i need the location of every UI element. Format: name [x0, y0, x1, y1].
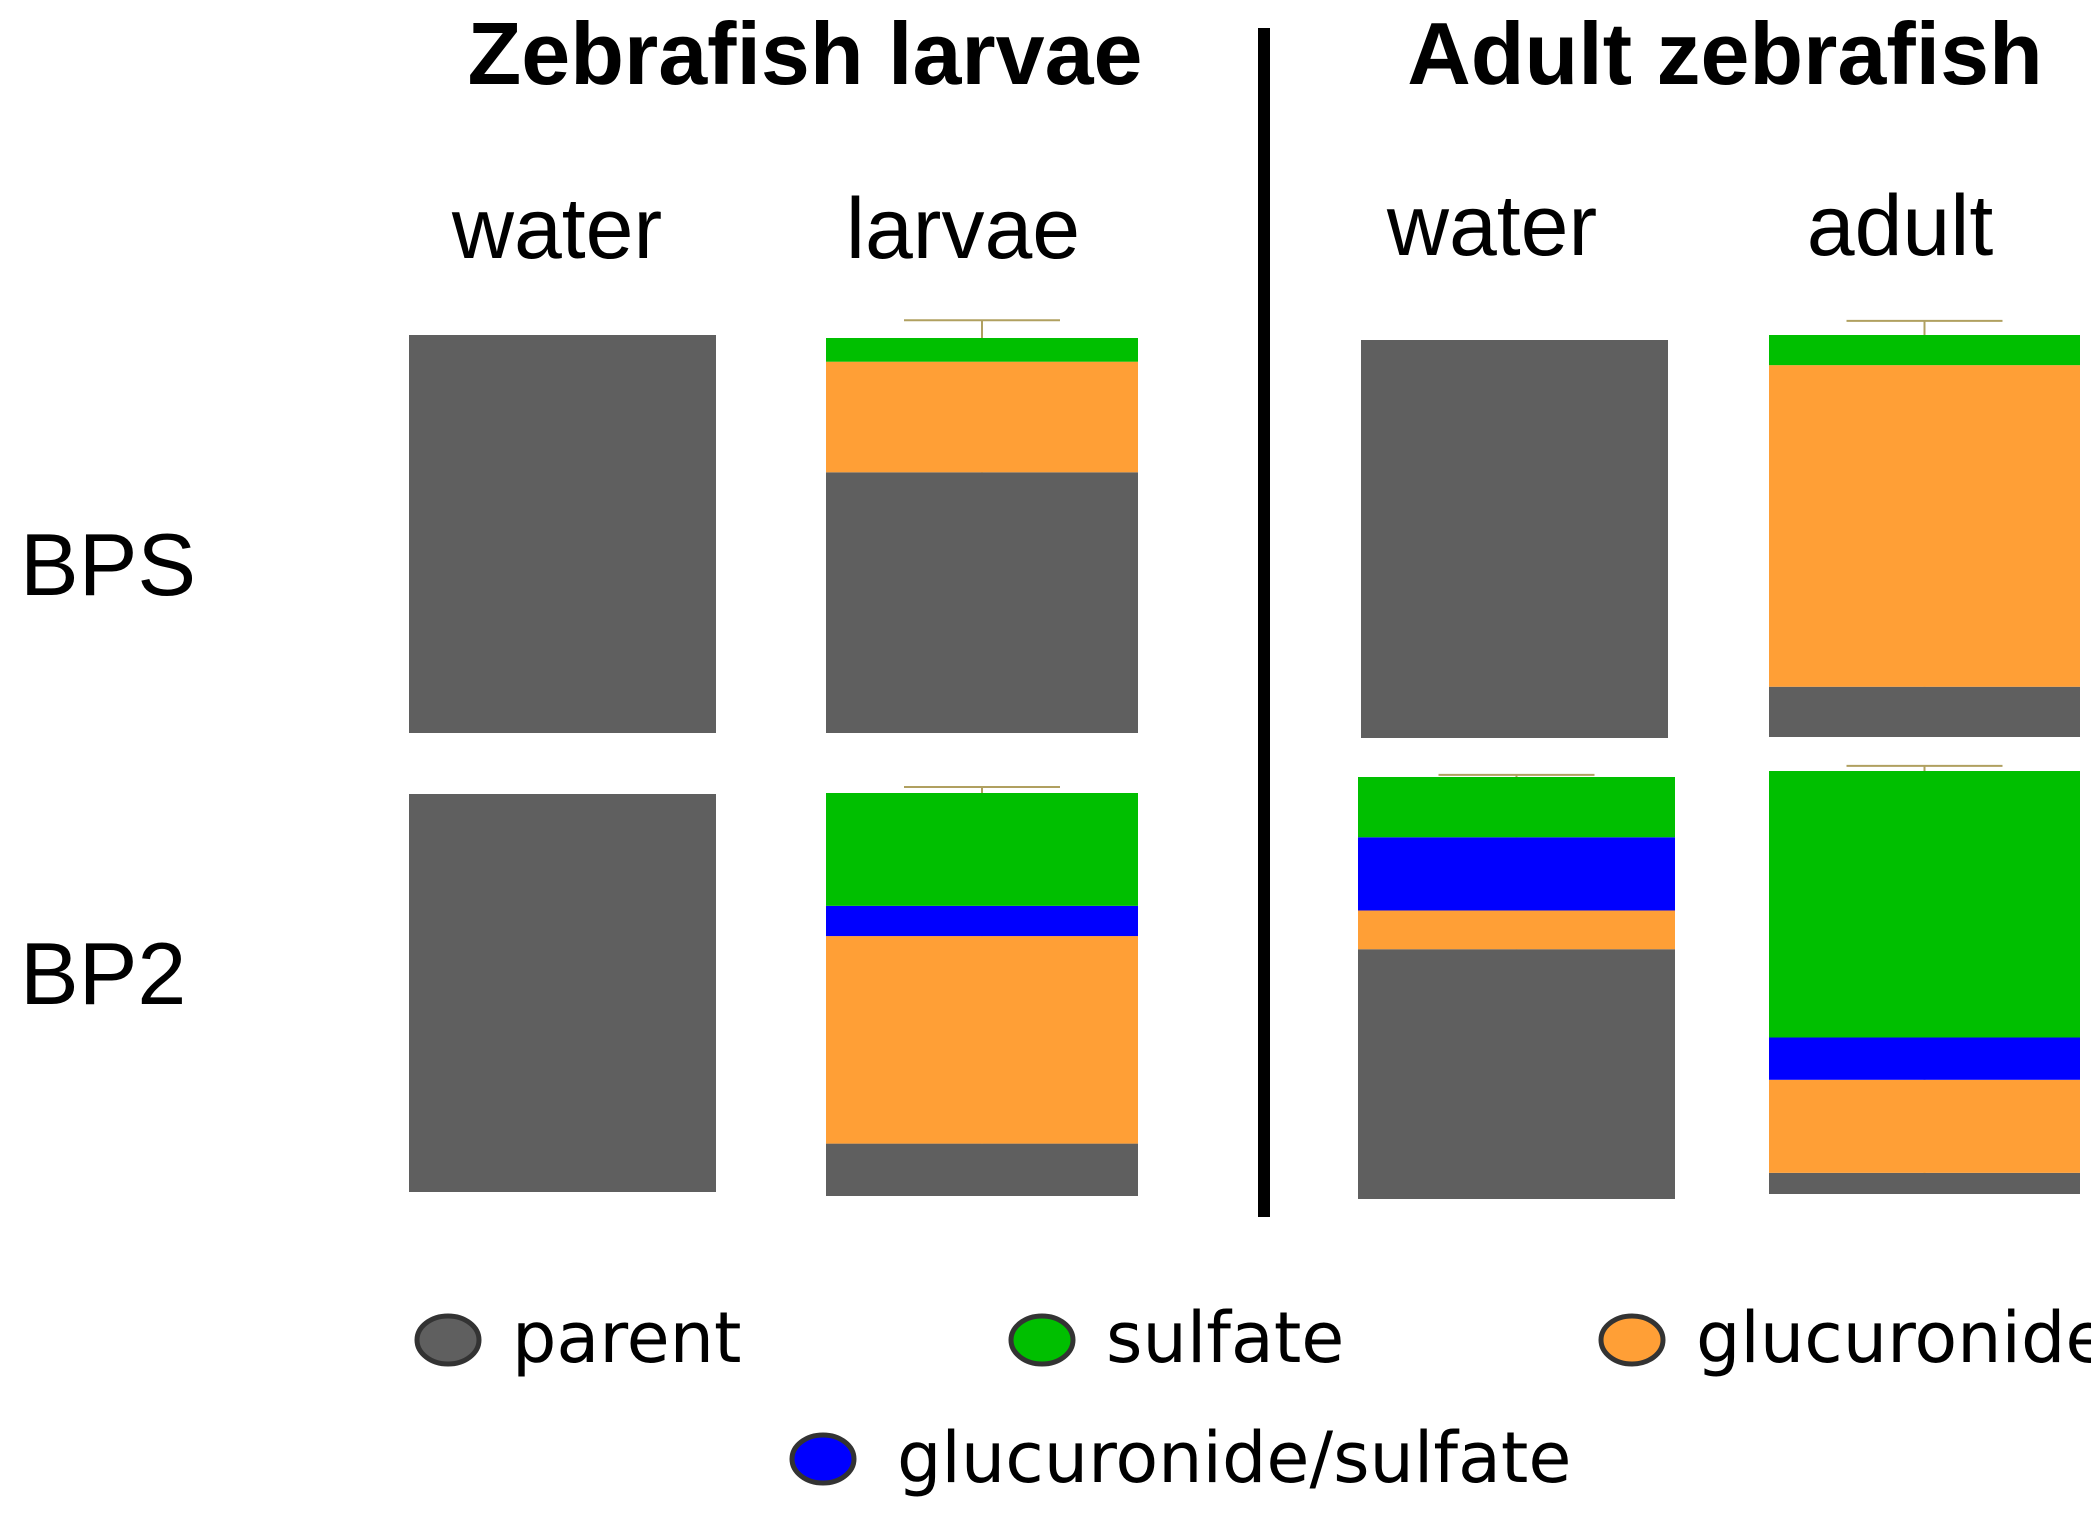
panel-title-adult: Adult zebrafish: [1407, 4, 2043, 103]
column-label-larvae: larvae: [846, 181, 1080, 277]
bar-segment-bps-larvae-p0-sulfate: [826, 338, 1138, 362]
bar-segment-bps-larvae-p0-parent: [826, 472, 1138, 733]
legend-swatch-sulfate: [1008, 1313, 1076, 1367]
column-label-larvae-water: water: [451, 181, 662, 277]
bar-segment-bp2-water-p1-glucuronide: [1358, 910, 1675, 950]
column-label-adult: adult: [1807, 178, 1994, 274]
legend-label-glucuronide: glucuronide: [1696, 1297, 2091, 1379]
bar-segment-bp2-water-p1-glucuronide-sulfate: [1358, 837, 1675, 911]
bar-segment-bp2-adult-p1-parent: [1769, 1172, 2080, 1194]
row-label-bp2: BP2: [20, 924, 186, 1023]
row-label-bps: BPS: [20, 515, 196, 614]
legend-label-sulfate: sulfate: [1106, 1297, 1344, 1379]
panel-title-larvae: Zebrafish larvae: [468, 4, 1143, 103]
bar-segment-bp2-larvae-p0-parent: [826, 1143, 1138, 1196]
bar-segment-bp2-adult-p1-glucuronide-sulfate: [1769, 1037, 2080, 1080]
bar-segment-bps-adult-p1-parent: [1769, 686, 2080, 737]
bar-segment-bps-water-p0-parent: [409, 335, 716, 733]
column-label-adult-water: water: [1386, 178, 1597, 274]
bar-segment-bp2-water-p1-sulfate: [1358, 777, 1675, 838]
bar-segment-bp2-water-p1-parent: [1358, 949, 1675, 1199]
bar-segment-bp2-adult-p1-glucuronide: [1769, 1079, 2080, 1173]
bar-segment-bps-water-p1-parent: [1361, 340, 1668, 738]
bar-segment-bp2-water-p0-parent: [409, 794, 716, 1192]
legend-label-parent: parent: [512, 1297, 741, 1379]
bar-segment-bps-adult-p1-glucuronide: [1769, 365, 2080, 687]
bar-segment-bp2-larvae-p0-glucuronide: [826, 936, 1138, 1144]
bar-segment-bps-adult-p1-sulfate: [1769, 335, 2080, 366]
bar-segment-bp2-adult-p1-sulfate: [1769, 771, 2080, 1038]
bar-segment-bps-larvae-p0-glucuronide: [826, 361, 1138, 473]
legend-label-glucuronide-sulfate: glucuronide/sulfate: [897, 1417, 1571, 1499]
legend-swatch-glucuronide: [1598, 1313, 1666, 1367]
legend-swatch-glucuronide-sulfate: [789, 1432, 857, 1486]
bar-segment-bp2-larvae-p0-glucuronide-sulfate: [826, 905, 1138, 937]
bar-segment-bp2-larvae-p0-sulfate: [826, 793, 1138, 906]
legend-swatch-parent: [414, 1313, 482, 1367]
